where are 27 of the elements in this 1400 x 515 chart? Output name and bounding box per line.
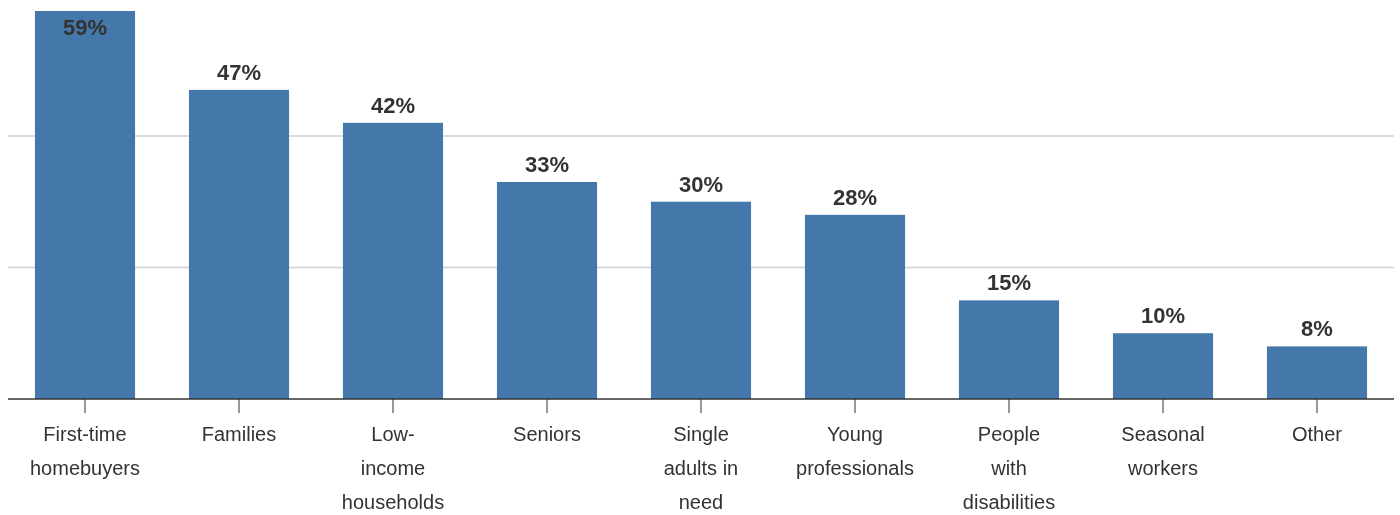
bar	[1112, 333, 1214, 399]
bar	[804, 214, 906, 399]
data-label: 42%	[370, 92, 416, 118]
x-tick-label: People with disabilities	[962, 423, 1056, 513]
x-tick-label: First-time homebuyers	[29, 423, 141, 479]
bar	[342, 122, 444, 399]
x-tick-label: Single adults in need	[663, 423, 739, 513]
data-label: 59%	[62, 15, 108, 40]
bar	[1266, 346, 1368, 399]
data-label: 47%	[216, 59, 262, 85]
bar	[34, 11, 136, 399]
x-tick-label: Seasonal workers	[1121, 423, 1205, 479]
data-label: 10%	[1140, 303, 1186, 329]
x-tick-label: Seniors	[513, 423, 581, 445]
bar	[496, 181, 598, 399]
data-label: 30%	[678, 171, 724, 197]
x-tick-label: Low-income households	[341, 423, 445, 513]
data-label: 33%	[524, 151, 570, 177]
bar	[958, 300, 1060, 399]
data-label: 28%	[832, 184, 878, 210]
x-tick-label: Families	[201, 423, 277, 445]
bar	[650, 201, 752, 399]
x-tick-label: Other	[1291, 423, 1343, 445]
x-tick-label: Young professionals	[796, 423, 914, 479]
data-label: 15%	[986, 270, 1032, 296]
bar	[188, 89, 290, 399]
data-label: 8%	[1301, 316, 1333, 342]
